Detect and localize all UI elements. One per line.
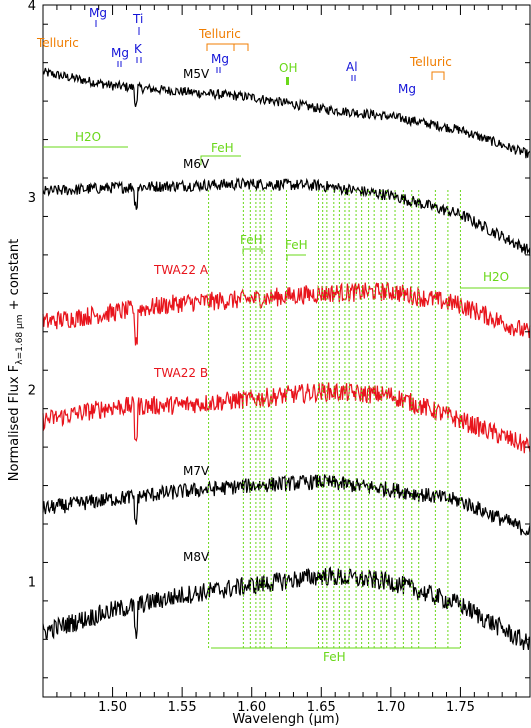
x-tick-label: 1.50: [98, 700, 127, 715]
mg-tick-2: [117, 61, 122, 67]
mg-label-1: Mg: [89, 6, 107, 20]
y-axis-title: Normalised Flux Fλ=1.68 µm + constant: [7, 239, 25, 481]
x-tick-label: 1.60: [237, 700, 266, 715]
x-tick-label: 1.75: [446, 700, 475, 715]
series-line-m6v: [42, 177, 531, 257]
al-tick: [351, 75, 356, 81]
y-axis-title-suffix: + constant: [7, 239, 22, 315]
feh-label-mid2: FeH: [285, 238, 308, 252]
h2o-label-left: H2O: [75, 130, 101, 144]
feh-lines: [208, 190, 461, 648]
telluric-bracket-mid: [206, 43, 249, 51]
y-tick-label: 2: [28, 383, 36, 398]
series-line-m5v: [42, 67, 531, 159]
y-tick-label: 1: [28, 576, 36, 591]
y-tick-label: 3: [28, 191, 36, 206]
mg-label-2: Mg: [111, 46, 129, 60]
feh-bracket-top: [200, 155, 241, 165]
x-tick-label: 1.65: [307, 700, 336, 715]
series-label-twa22a: TWA22 A: [153, 263, 209, 277]
feh-bracket-mid1: [242, 248, 263, 254]
oh-tick: [286, 77, 289, 85]
y-ticks: 1 2 3 4: [28, 0, 530, 679]
series-label-m8v: M8V: [183, 550, 210, 564]
feh-label-mid1: FeH: [240, 233, 263, 247]
telluric-label-mid: Telluric: [198, 27, 241, 41]
mg-label-4: Mg: [398, 82, 416, 96]
telluric-label-left: Telluric: [36, 36, 79, 50]
series-label-twa22b: TWA22 B: [153, 366, 208, 380]
x-ticks: 1.50 1.55 1.60 1.65 1.70 1.75: [42, 5, 531, 715]
k-label: K: [134, 42, 143, 56]
ti-label: Ti: [132, 12, 143, 26]
series-label-m7v: M7V: [183, 464, 210, 478]
plot-frame: [42, 4, 531, 698]
series-label-m6v: M6V: [183, 157, 210, 171]
mg-label-3: Mg: [211, 52, 229, 66]
y-axis-title-sub: λ=1.68 µm: [15, 314, 25, 364]
telluric-bracket-right: [431, 71, 445, 80]
x-axis-title: Wavelengh (µm): [232, 712, 339, 727]
k-tick: [136, 57, 142, 63]
series-line-m8v: [42, 566, 531, 651]
x-tick-label: 1.70: [376, 700, 405, 715]
series-line-twa22-a: [42, 281, 531, 346]
telluric-label-right: Telluric: [409, 55, 452, 69]
feh-label-top: FeH: [211, 141, 234, 155]
y-tick-label: 4: [28, 0, 36, 14]
y-axis-title-main: Normalised Flux F: [7, 365, 22, 481]
h2o-label-right: H2O: [483, 270, 509, 284]
mg-tick-3: [216, 67, 221, 73]
feh-label-bottom: FeH: [323, 650, 346, 664]
series-label-m5v: M5V: [183, 67, 210, 81]
x-tick-label: 1.55: [168, 700, 197, 715]
oh-label: OH: [279, 61, 297, 75]
al-label: Al: [346, 60, 358, 74]
feh-bracket-mid2: [286, 254, 306, 261]
